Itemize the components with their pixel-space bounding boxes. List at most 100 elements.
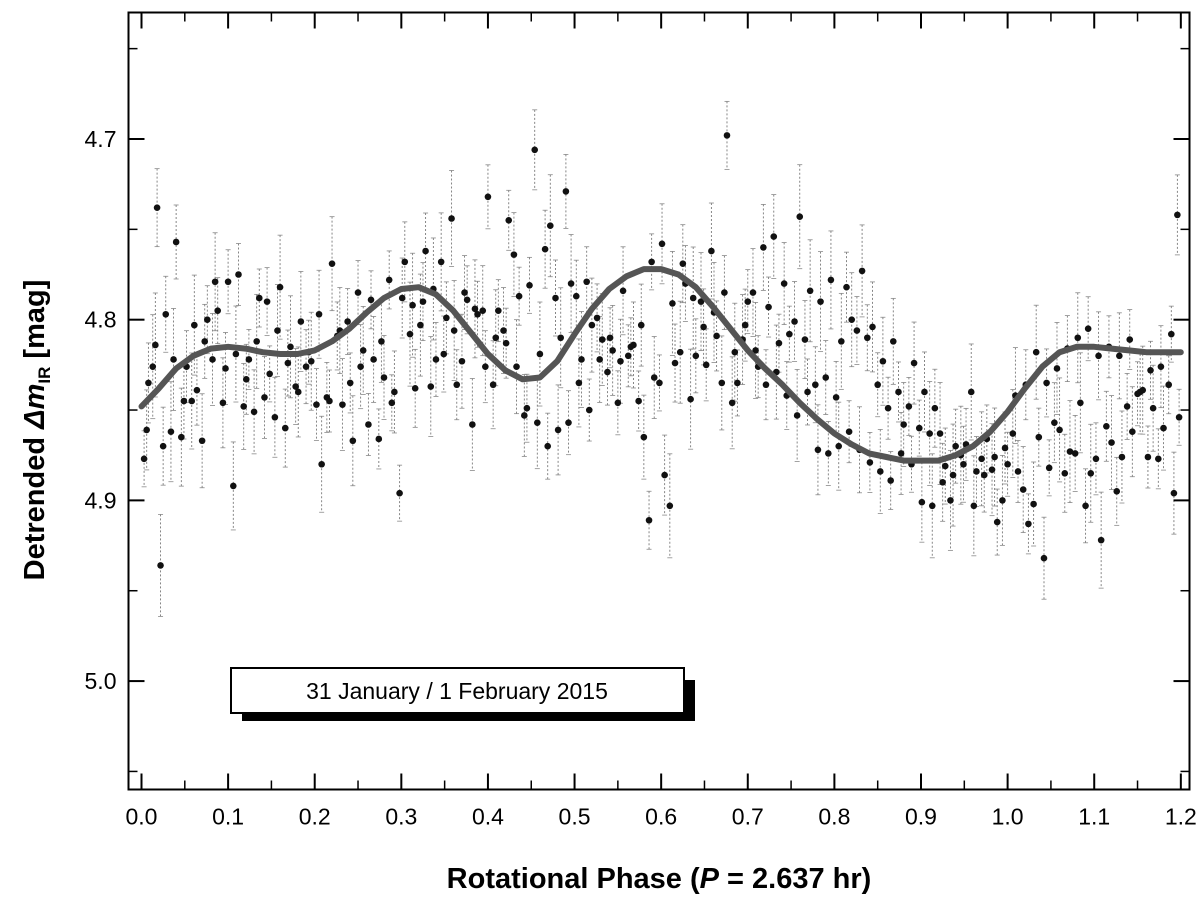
data-point bbox=[988, 466, 996, 473]
data-point bbox=[806, 287, 814, 295]
data-point bbox=[245, 356, 253, 363]
data-point bbox=[492, 334, 500, 342]
data-point bbox=[440, 350, 448, 358]
data-point bbox=[406, 330, 414, 338]
data-point bbox=[521, 412, 528, 419]
data-point bbox=[302, 363, 310, 370]
data-point bbox=[357, 363, 364, 370]
x-tick-label: 1.1 bbox=[1078, 804, 1110, 830]
data-point bbox=[188, 397, 196, 405]
data-point bbox=[858, 267, 866, 275]
data-point bbox=[905, 403, 913, 410]
data-point bbox=[936, 430, 944, 437]
data-point bbox=[960, 460, 967, 468]
data-point bbox=[489, 381, 497, 389]
data-point bbox=[261, 394, 268, 401]
data-point bbox=[409, 301, 416, 309]
data-point bbox=[380, 374, 388, 381]
data-point bbox=[843, 283, 850, 291]
data-point bbox=[143, 426, 150, 434]
data-point bbox=[411, 385, 419, 392]
data-point bbox=[232, 350, 240, 358]
y-axis-ticks: 4.7 4.8 4.9 5.0 bbox=[85, 47, 1190, 773]
data-point bbox=[593, 314, 601, 322]
data-point bbox=[679, 260, 687, 267]
data-point bbox=[822, 374, 830, 381]
data-point bbox=[949, 471, 957, 479]
data-point bbox=[791, 318, 798, 325]
data-point bbox=[552, 294, 559, 302]
data-point bbox=[713, 332, 720, 340]
data-point bbox=[835, 442, 843, 450]
data-point bbox=[266, 370, 273, 378]
y-axis-title: Detrended ΔmIR [mag] bbox=[19, 280, 54, 581]
data-point bbox=[814, 446, 822, 454]
data-point bbox=[1043, 379, 1050, 387]
data-point bbox=[978, 455, 985, 463]
data-point bbox=[1116, 352, 1123, 360]
data-point bbox=[692, 352, 700, 360]
data-point bbox=[1066, 448, 1074, 455]
data-point bbox=[970, 502, 978, 510]
x-tick-label: 0.2 bbox=[299, 804, 331, 830]
data-point bbox=[170, 356, 177, 363]
data-point bbox=[780, 280, 788, 287]
data-point bbox=[796, 213, 804, 220]
data-point bbox=[326, 397, 333, 405]
data-point bbox=[645, 516, 653, 524]
data-point bbox=[921, 388, 928, 396]
data-point bbox=[565, 419, 572, 426]
data-point bbox=[349, 437, 357, 445]
data-point bbox=[627, 343, 635, 351]
data-point bbox=[204, 316, 211, 323]
data-point bbox=[689, 294, 697, 302]
data-point bbox=[853, 327, 861, 334]
data-point bbox=[1103, 422, 1110, 430]
data-point bbox=[370, 356, 377, 363]
data-point bbox=[318, 460, 325, 468]
x-tick-label: 0.0 bbox=[125, 804, 157, 830]
y-tick-label: 4.7 bbox=[85, 126, 117, 152]
data-point bbox=[993, 518, 1001, 526]
data-point bbox=[687, 395, 694, 403]
data-point bbox=[967, 388, 975, 396]
data-point bbox=[775, 339, 783, 347]
data-point bbox=[817, 298, 824, 305]
data-point bbox=[999, 497, 1006, 504]
data-point bbox=[214, 307, 222, 314]
data-point bbox=[479, 307, 487, 314]
data-point bbox=[744, 298, 752, 305]
data-point bbox=[1056, 426, 1063, 434]
data-point bbox=[658, 240, 666, 248]
data-point bbox=[523, 404, 531, 412]
data-point bbox=[864, 334, 871, 342]
data-point bbox=[482, 363, 489, 370]
data-point bbox=[510, 251, 518, 258]
data-point bbox=[385, 276, 393, 284]
data-point bbox=[178, 433, 185, 441]
data-point bbox=[271, 413, 279, 421]
data-point bbox=[297, 318, 305, 325]
data-point bbox=[365, 421, 372, 428]
data-point bbox=[359, 347, 367, 354]
data-point bbox=[838, 338, 845, 345]
data-point bbox=[827, 276, 835, 284]
data-point bbox=[676, 348, 684, 356]
data-point bbox=[180, 397, 188, 405]
data-point bbox=[931, 404, 939, 412]
data-point bbox=[495, 307, 502, 314]
data-point bbox=[723, 132, 731, 139]
data-point bbox=[398, 294, 406, 302]
data-point bbox=[531, 146, 539, 154]
data-point bbox=[1097, 536, 1105, 544]
data-point bbox=[700, 323, 707, 331]
data-point bbox=[1174, 211, 1181, 219]
data-point bbox=[1030, 500, 1037, 508]
data-point bbox=[947, 497, 954, 504]
data-point bbox=[1084, 325, 1092, 333]
data-point bbox=[471, 305, 479, 313]
data-point bbox=[1074, 334, 1082, 342]
data-point bbox=[721, 289, 728, 296]
data-point bbox=[287, 343, 294, 351]
data-point bbox=[172, 238, 180, 246]
